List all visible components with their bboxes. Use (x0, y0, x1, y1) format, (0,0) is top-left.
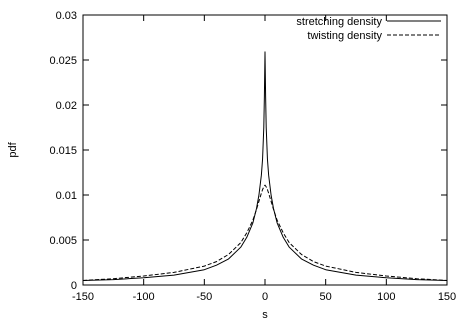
series-lines (82, 51, 448, 281)
x-tick-label: -50 (196, 291, 212, 303)
y-tick-label: 0.025 (49, 55, 77, 67)
tick-marks (82, 14, 448, 286)
y-tick-label: 0.005 (49, 235, 77, 247)
x-tick-labels: -150 -100 -50 0 50 100 150 (72, 291, 456, 303)
legend-label-stretching: stretching density (296, 16, 382, 28)
y-tick-label: 0.015 (49, 145, 77, 157)
legend: stretching density twisting density (296, 16, 441, 42)
x-tick-label: 100 (377, 291, 395, 303)
y-tick-label: 0.02 (56, 100, 77, 112)
x-tick-label: -150 (72, 291, 94, 303)
x-tick-label: 150 (438, 291, 456, 303)
x-tick-label: 50 (320, 291, 332, 303)
x-tick-label: 0 (262, 291, 268, 303)
y-tick-label: 0.01 (56, 190, 77, 202)
y-tick-label: 0.03 (56, 10, 77, 22)
y-tick-label: 0 (71, 280, 77, 292)
legend-label-twisting: twisting density (307, 30, 382, 42)
x-axis-label: s (262, 309, 268, 321)
series-line-twisting (82, 184, 448, 281)
y-tick-labels: 0 0.005 0.01 0.015 0.02 0.025 0.03 (49, 10, 77, 292)
x-tick-label: -100 (133, 291, 155, 303)
y-axis-label: pdf (7, 141, 19, 157)
series-line-stretching (82, 51, 448, 281)
